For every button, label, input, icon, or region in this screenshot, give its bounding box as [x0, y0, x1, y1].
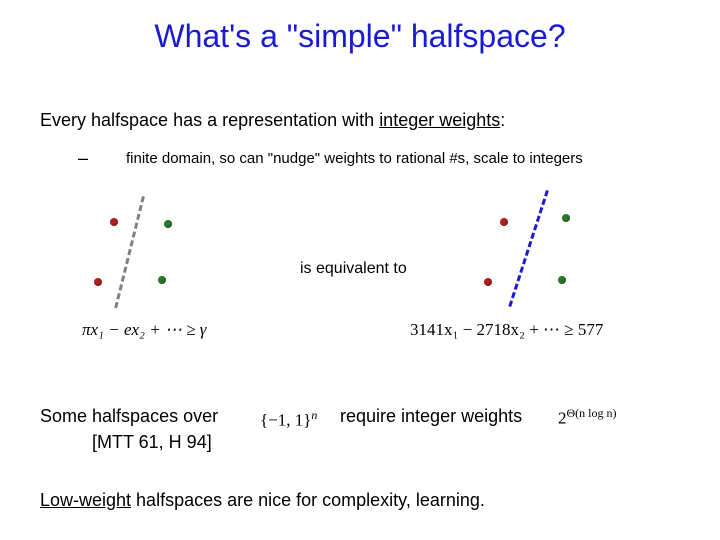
data-point [500, 218, 508, 226]
data-point [110, 218, 118, 226]
bullet-text-content: finite domain, so can "nudge" weights to… [126, 150, 583, 167]
line2-mid: require integer weights [340, 406, 522, 427]
line2-domain-math: {−1, 1}n [260, 408, 317, 431]
intro-prefix: Every halfspace has a representation wit… [40, 110, 379, 130]
line2-domain-base: {−1, 1} [260, 411, 311, 430]
intro-suffix: : [500, 110, 505, 130]
equivalent-label: is equivalent to [300, 260, 407, 278]
citation: [MTT 61, H 94] [92, 432, 212, 453]
separator-line [114, 196, 145, 308]
scatter-right [460, 190, 620, 310]
bullet-dash-char: – [78, 148, 88, 168]
line2-prefix-text: Some halfspaces over [40, 406, 218, 426]
intro-underlined: integer weights [379, 110, 500, 130]
bullet-dash: – [78, 148, 88, 169]
formula-left: πx₁ − ex₂ + ⋯ ≥ γ [82, 320, 206, 340]
formula-right-text: 3141x₁ − 2718x₂ + ⋯ ≥ 577 [410, 320, 603, 339]
formula-left-text: πx₁ − ex₂ + ⋯ ≥ γ [82, 320, 206, 339]
separator-line [508, 190, 549, 307]
data-point [94, 278, 102, 286]
data-point [164, 220, 172, 228]
data-point [558, 276, 566, 284]
slide-title: What's a "simple" halfspace? [0, 18, 720, 55]
closing-rest: halfspaces are nice for complexity, lear… [131, 490, 485, 510]
citation-text: [MTT 61, H 94] [92, 432, 212, 452]
equivalent-label-text: is equivalent to [300, 260, 407, 277]
data-point [562, 214, 570, 222]
formula-right: 3141x₁ − 2718x₂ + ⋯ ≥ 577 [410, 320, 603, 340]
bullet-text: finite domain, so can "nudge" weights to… [126, 150, 583, 167]
closing-line: Low-weight halfspaces are nice for compl… [40, 490, 485, 511]
data-point [158, 276, 166, 284]
scatter-left [70, 190, 230, 310]
intro-line: Every halfspace has a representation wit… [40, 110, 505, 131]
line2-weight-exp: Θ(n log n) [567, 406, 617, 420]
title-text: What's a "simple" halfspace? [154, 18, 565, 54]
closing-underlined: Low-weight [40, 490, 131, 510]
line2-weight-base: 2 [558, 409, 567, 428]
line2-mid-text: require integer weights [340, 406, 522, 426]
line2-domain-exp: n [311, 408, 317, 422]
line2-weight-math: 2Θ(n log n) [558, 406, 617, 429]
line2-prefix: Some halfspaces over [40, 406, 218, 427]
data-point [484, 278, 492, 286]
